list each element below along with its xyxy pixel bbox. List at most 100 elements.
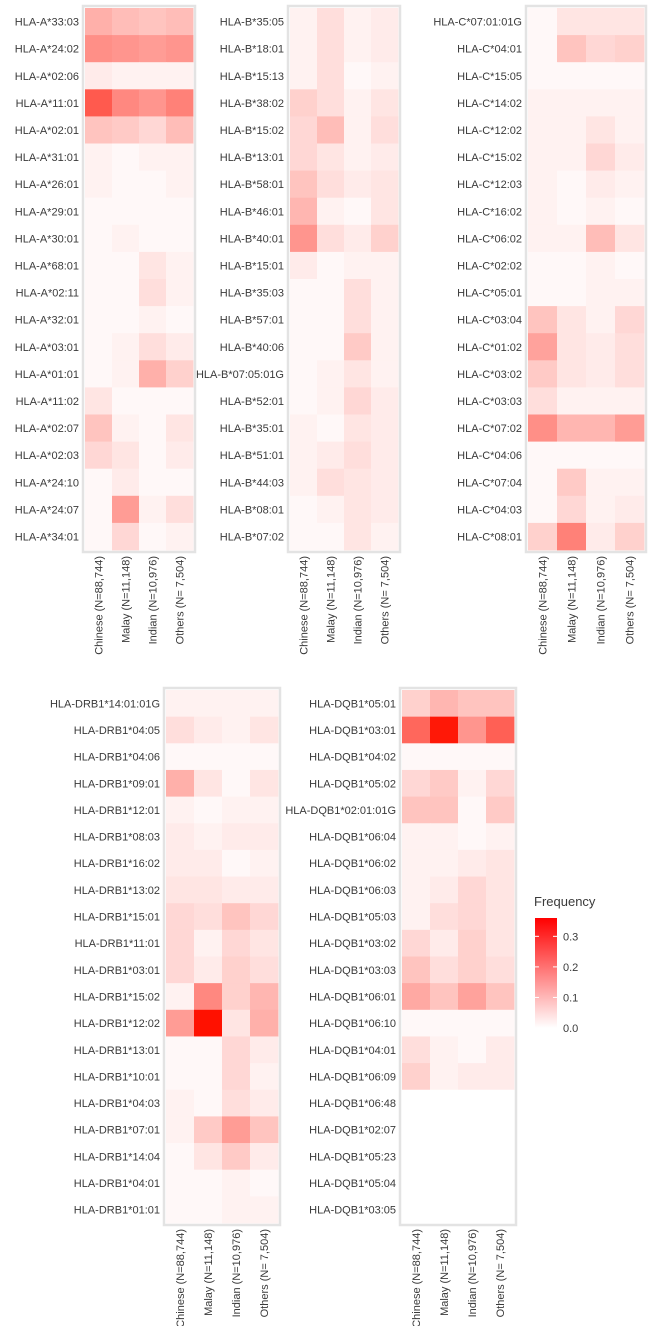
heatmap-cell: HLA-C*04:03 / Malay (N=11,148): [557, 495, 587, 524]
heatmap-cell: HLA-A*24:10 / Others (N= 7,504): [166, 468, 194, 497]
heatmap-cell: HLA-C*07:04 / Malay (N=11,148): [557, 468, 587, 497]
row-label: HLA-DRB1*11:01: [75, 938, 160, 950]
heatmap-cell: HLA-DQB1*05:02 / Indian (N=10,976): [458, 769, 487, 797]
heatmap-cell: HLA-DQB1*02:07 / Others (N= 7,504): [486, 1116, 515, 1144]
heatmap-cell: HLA-C*03:02 / Chinese (N=88,744): [528, 360, 558, 388]
row-label: HLA-DQB1*04:02: [309, 752, 396, 764]
row-label: HLA-A*24:10: [15, 477, 79, 489]
heatmap-cell: HLA-DRB1*16:02 / Malay (N=11,148): [194, 849, 223, 877]
heatmap-cell: HLA-DRB1*13:01 / Chinese (N=88,744): [166, 1036, 195, 1064]
heatmap-cell: HLA-A*33:03 / Malay (N=11,148): [112, 8, 140, 36]
column-label: Others (N= 7,504): [495, 1229, 507, 1317]
heatmap-cell: HLA-DQB1*05:03 / Chinese (N=88,744): [402, 903, 431, 931]
heatmap-cell: HLA-B*15:02 / Others (N= 7,504): [371, 116, 399, 144]
row-label: HLA-A*34:01: [15, 531, 79, 543]
heatmap-cell: HLA-A*29:01 / Malay (N=11,148): [112, 197, 140, 226]
heatmap-cell: HLA-A*24:10 / Chinese (N=88,744): [85, 468, 113, 497]
heatmap-cell: HLA-A*29:01 / Others (N= 7,504): [166, 197, 194, 226]
heatmap-cell: HLA-DQB1*03:03 / Indian (N=10,976): [458, 956, 487, 984]
row-label: HLA-DQB1*05:04: [309, 1178, 396, 1190]
heatmap-cell: HLA-DRB1*13:02 / Indian (N=10,976): [222, 876, 251, 904]
heatmap-cell: HLA-DQB1*04:01 / Others (N= 7,504): [486, 1036, 515, 1064]
heatmap-cell: HLA-DQB1*06:09 / Others (N= 7,504): [486, 1063, 515, 1091]
heatmap-cell: HLA-DQB1*04:02 / Indian (N=10,976): [458, 743, 487, 771]
heatmap-cell: HLA-DRB1*07:01 / Malay (N=11,148): [194, 1116, 223, 1144]
heatmap-cell: HLA-B*40:01 / Indian (N=10,976): [344, 224, 372, 253]
heatmap-cell: HLA-A*11:02 / Chinese (N=88,744): [85, 387, 113, 415]
heatmap-cell: HLA-DRB1*14:01:01G / Malay (N=11,148): [194, 690, 223, 718]
heatmap-cell: HLA-DQB1*05:04 / Malay (N=11,148): [430, 1169, 459, 1197]
heatmap-cell: HLA-DRB1*04:05 / Indian (N=10,976): [222, 716, 251, 744]
heatmap-cell: HLA-B*38:02 / Malay (N=11,148): [317, 89, 345, 117]
heatmap-cell: HLA-DQB1*03:01 / Chinese (N=88,744): [402, 716, 431, 744]
heatmap-cell: HLA-B*35:05 / Indian (N=10,976): [344, 8, 372, 36]
heatmap-cell: HLA-DQB1*05:23 / Malay (N=11,148): [430, 1143, 459, 1171]
heatmap-cell: HLA-C*02:02 / Indian (N=10,976): [586, 251, 616, 280]
row-label: HLA-C*02:02: [457, 260, 522, 272]
column-label: Chinese (N=88,744): [538, 556, 550, 655]
heatmap-cell: HLA-A*29:01 / Chinese (N=88,744): [85, 197, 113, 226]
row-label: HLA-DQB1*05:23: [309, 1151, 396, 1163]
legend-colorbar: [535, 918, 557, 1028]
heatmap-cell: HLA-DQB1*03:03 / Others (N= 7,504): [486, 956, 515, 984]
heatmap-cell: HLA-DRB1*01:01 / Malay (N=11,148): [194, 1196, 223, 1224]
legend-title: Frequency: [534, 894, 596, 909]
heatmap-cell: HLA-C*12:03 / Others (N= 7,504): [615, 170, 645, 199]
heatmap-cell: HLA-DQB1*05:04 / Chinese (N=88,744): [402, 1169, 431, 1197]
heatmap-cell: HLA-DQB1*06:48 / Chinese (N=88,744): [402, 1089, 431, 1117]
heatmap-cell: HLA-DQB1*03:05 / Indian (N=10,976): [458, 1196, 487, 1224]
heatmap-cell: HLA-DQB1*05:04 / Others (N= 7,504): [486, 1169, 515, 1197]
panel-frame: [162, 686, 282, 1227]
heatmap-cell: HLA-B*58:01 / Others (N= 7,504): [371, 170, 399, 199]
heatmap-cell: HLA-B*15:02 / Indian (N=10,976): [344, 116, 372, 144]
heatmap-cell: HLA-DQB1*03:01 / Malay (N=11,148): [430, 716, 459, 744]
heatmap-cell: HLA-A*02:11 / Malay (N=11,148): [112, 279, 140, 307]
row-label: HLA-B*44:03: [220, 477, 284, 489]
row-label: HLA-DRB1*14:01:01G: [50, 698, 160, 710]
heatmap-cell: HLA-DRB1*14:04 / Indian (N=10,976): [222, 1143, 251, 1171]
heatmap-cell: HLA-A*24:07 / Indian (N=10,976): [139, 495, 167, 524]
heatmap-cell: HLA-B*13:01 / Malay (N=11,148): [317, 143, 345, 171]
heatmap-cell: HLA-DRB1*12:02 / Chinese (N=88,744): [166, 1009, 195, 1037]
heatmap-cell: HLA-A*02:03 / Chinese (N=88,744): [85, 441, 113, 470]
heatmap-cell: HLA-DQB1*05:01 / Indian (N=10,976): [458, 690, 487, 718]
heatmap-cell: HLA-C*04:03 / Indian (N=10,976): [586, 495, 616, 524]
heatmap-cell: HLA-B*07:05:01G / Chinese (N=88,744): [290, 360, 318, 388]
heatmap-cell: HLA-A*32:01 / Others (N= 7,504): [166, 306, 194, 334]
heatmap-cell: HLA-A*02:07 / Chinese (N=88,744): [85, 414, 113, 442]
row-label: HLA-A*02:03: [15, 450, 79, 462]
heatmap-cell: HLA-DRB1*08:03 / Others (N= 7,504): [250, 823, 279, 851]
heatmap-cell: HLA-DQB1*06:48 / Others (N= 7,504): [486, 1089, 515, 1117]
heatmap-cell: HLA-B*35:05 / Malay (N=11,148): [317, 8, 345, 36]
row-label: HLA-DQB1*03:02: [309, 938, 396, 950]
heatmap-cell: HLA-A*02:07 / Others (N= 7,504): [166, 414, 194, 442]
heatmap-cell: HLA-DRB1*09:01 / Others (N= 7,504): [250, 769, 279, 797]
row-label: HLA-DQB1*05:03: [309, 912, 396, 924]
heatmap-cell: HLA-C*04:06 / Malay (N=11,148): [557, 441, 587, 470]
heatmap-cell: HLA-C*06:02 / Others (N= 7,504): [615, 224, 645, 253]
heatmap-cell: HLA-A*02:06 / Chinese (N=88,744): [85, 62, 113, 90]
heatmap-cell: HLA-A*24:07 / Malay (N=11,148): [112, 495, 140, 524]
heatmap-cell: HLA-B*40:01 / Malay (N=11,148): [317, 224, 345, 253]
heatmap-cell: HLA-B*07:05:01G / Malay (N=11,148): [317, 360, 345, 388]
heatmap-cell: HLA-DRB1*11:01 / Others (N= 7,504): [250, 929, 279, 957]
heatmap-cell: HLA-B*35:01 / Indian (N=10,976): [344, 414, 372, 442]
heatmap-cell: HLA-DRB1*04:03 / Chinese (N=88,744): [166, 1089, 195, 1117]
legend-tick-label: 0.3: [563, 931, 578, 943]
heatmap-cell: HLA-DRB1*03:01 / Malay (N=11,148): [194, 956, 223, 984]
heatmap-cell: HLA-DQB1*03:01 / Indian (N=10,976): [458, 716, 487, 744]
heatmap-cell: HLA-A*34:01 / Others (N= 7,504): [166, 522, 194, 551]
heatmap-cell: HLA-C*16:02 / Indian (N=10,976): [586, 197, 616, 226]
heatmap-cell: HLA-B*57:01 / Others (N= 7,504): [371, 306, 399, 334]
heatmap-cell: HLA-DRB1*15:02 / Chinese (N=88,744): [166, 983, 195, 1011]
heatmap-cell: HLA-A*03:01 / Others (N= 7,504): [166, 333, 194, 361]
row-label: HLA-A*31:01: [15, 152, 79, 164]
heatmap-cell: HLA-DRB1*10:01 / Indian (N=10,976): [222, 1063, 251, 1091]
row-label: HLA-B*40:06: [220, 342, 284, 354]
heatmap-cell: HLA-DQB1*02:07 / Malay (N=11,148): [430, 1116, 459, 1144]
heatmap-cell: HLA-B*51:01 / Malay (N=11,148): [317, 441, 345, 470]
heatmap-cell: HLA-C*12:02 / Indian (N=10,976): [586, 116, 616, 144]
heatmap-cell: HLA-DQB1*06:10 / Others (N= 7,504): [486, 1009, 515, 1037]
heatmap-cell: HLA-DQB1*06:09 / Chinese (N=88,744): [402, 1063, 431, 1091]
heatmap-cell: HLA-DQB1*06:09 / Malay (N=11,148): [430, 1063, 459, 1091]
